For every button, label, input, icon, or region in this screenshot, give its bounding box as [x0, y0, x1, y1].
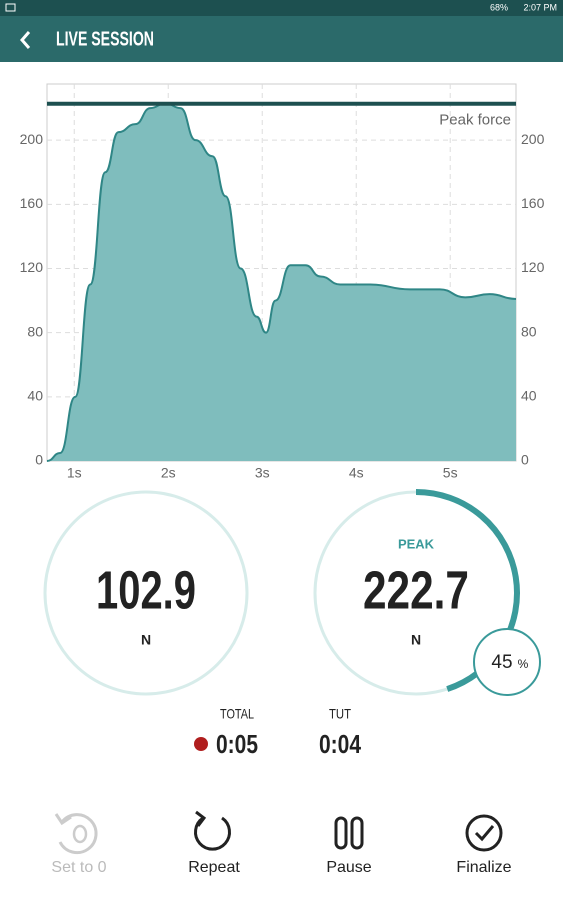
y-tick-label: 0 [35, 452, 43, 468]
y-tick-label: 120 [20, 259, 44, 275]
back-button[interactable] [20, 31, 31, 49]
peak-unit: N [411, 632, 421, 648]
repeat-button[interactable]: Repeat [188, 810, 240, 876]
y-tick-label: 80 [27, 323, 43, 339]
current-value: 102.9 [96, 560, 196, 620]
finalize-icon [465, 814, 503, 852]
y2-tick-label: 200 [521, 131, 545, 147]
recording-dot [194, 737, 208, 751]
total-value: 0:05 [216, 729, 258, 759]
reset-icon-zero [72, 824, 88, 844]
line [46, 102, 517, 462]
percent-value: 45 [491, 652, 512, 673]
y-tick-label: 200 [20, 131, 44, 147]
current-unit: N [141, 632, 151, 648]
battery: 68% [490, 2, 508, 12]
percent-unit: % [518, 657, 529, 671]
percent-badge [473, 628, 541, 696]
button-label: Pause [326, 859, 371, 876]
y2-tick-label: 120 [521, 259, 545, 275]
status-icon [5, 3, 16, 12]
set-to-zero-button[interactable]: Set to 0 [51, 813, 107, 876]
y2-tick-label: 40 [521, 388, 537, 404]
pause-button[interactable]: Pause [326, 816, 372, 876]
chart: 0 0 40 40 80 80 120 120 160 160 200 200 1s 2s 3s 4s 5s Pe… [20, 83, 545, 481]
y2-tick-label: 0 [521, 452, 529, 468]
peak-label: PEAK [398, 536, 435, 551]
y-tick-label: 40 [27, 388, 43, 404]
y-tick-label: 160 [20, 195, 44, 211]
button-label: Repeat [188, 859, 240, 876]
x-tick-label: 1s [67, 465, 82, 481]
button-label: Finalize [456, 859, 511, 876]
tut-value: 0:04 [319, 729, 361, 759]
pause-icon-bar [350, 816, 364, 850]
current-gauge [43, 490, 249, 696]
peak-annotation: Peak force [439, 112, 511, 129]
finalize-icon-check [474, 825, 495, 842]
reset-icon [58, 813, 98, 855]
app-bar [0, 16, 563, 62]
repeat-icon [194, 816, 231, 851]
peak-value: 222.7 [363, 560, 469, 620]
status-bar [0, 0, 563, 16]
button-label: Set to 0 [51, 859, 106, 876]
screen-title: LIVE SESSION [56, 28, 154, 50]
total-label: TOTAL [220, 706, 254, 722]
y2-tick-label: 80 [521, 323, 537, 339]
x-tick-label: 2s [161, 465, 176, 481]
reset-icon-arrow [54, 813, 72, 826]
clock: 2:07 PM [523, 2, 557, 12]
finalize-button[interactable]: Finalize [456, 814, 512, 876]
area [47, 103, 516, 461]
repeat-icon-arrow [195, 810, 207, 827]
pause-icon-bar [334, 816, 348, 850]
y2-tick-label: 160 [521, 195, 545, 211]
x-tick-label: 3s [255, 465, 270, 481]
x-tick-label: 4s [349, 465, 364, 481]
x-tick-label: 5s [443, 465, 458, 481]
tut-label: TUT [329, 706, 351, 722]
